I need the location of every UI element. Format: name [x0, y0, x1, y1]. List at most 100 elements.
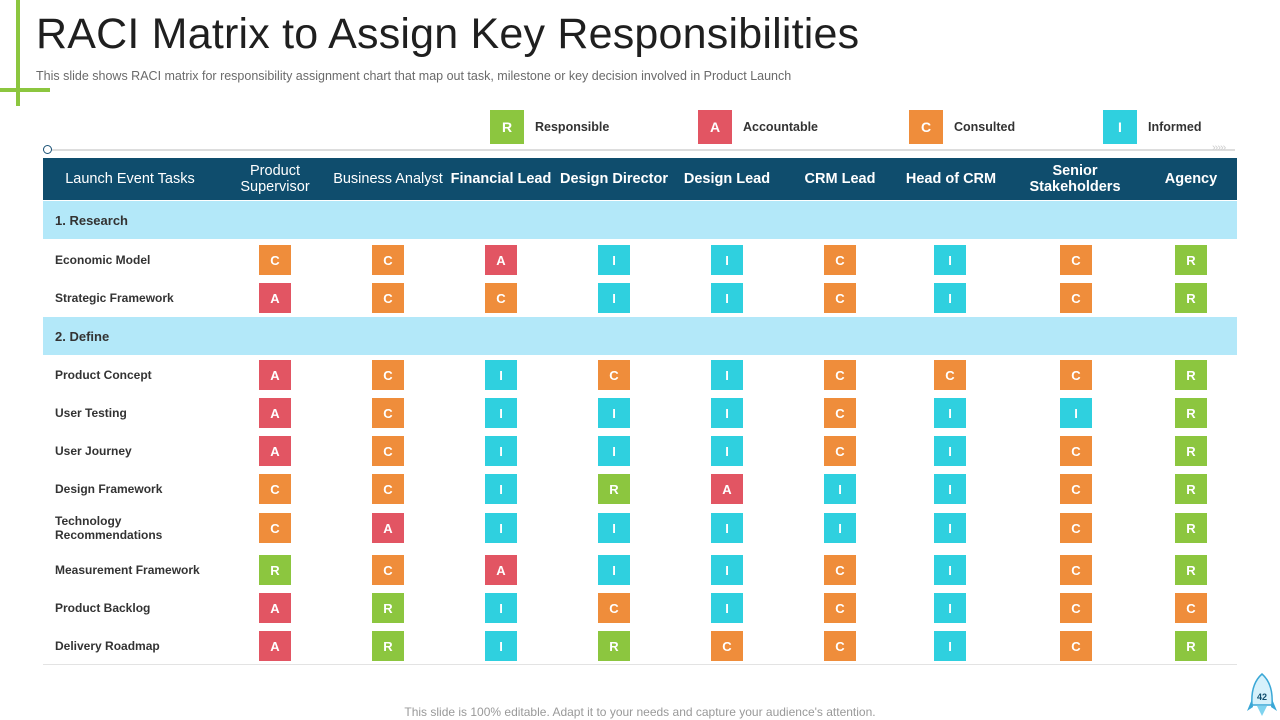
footer-note: This slide is 100% editable. Adapt it to… [404, 705, 876, 719]
raci-cell-user-journey-agency: R [1175, 436, 1207, 466]
accent-bar-vertical [16, 0, 20, 106]
raci-cell-technology-recommendations-business-analyst: A [372, 513, 404, 543]
raci-cell-strategic-framework-financial-lead: C [485, 283, 517, 313]
raci-cell-design-framework-agency: R [1175, 474, 1207, 504]
legend-item-informed: I Informed [1103, 110, 1201, 144]
raci-cell-product-concept-design-director: C [598, 360, 630, 390]
raci-cell-user-journey-design-lead: I [711, 436, 743, 466]
raci-cell-delivery-roadmap-design-lead: C [711, 631, 743, 661]
raci-cell-strategic-framework-senior-stakeholders: C [1060, 283, 1092, 313]
raci-cell-product-backlog-senior-stakeholders: C [1060, 593, 1092, 623]
header-design-lead: Design Lead [683, 171, 771, 187]
raci-cell-technology-recommendations-design-lead: I [711, 513, 743, 543]
header-business-analyst: Business Analyst [333, 171, 443, 187]
header-product-supervisor: Product Supervisor [240, 163, 310, 195]
legend-swatch-consulted: C [909, 110, 943, 144]
raci-cell-measurement-framework-crm-lead: C [824, 555, 856, 585]
task-label-economic-model: Economic Model [55, 253, 151, 267]
table-bottom-line [43, 664, 1237, 665]
raci-cell-user-journey-business-analyst: C [372, 436, 404, 466]
raci-cell-measurement-framework-senior-stakeholders: C [1060, 555, 1092, 585]
legend-label-consulted: Consulted [954, 120, 1016, 134]
raci-cell-economic-model-design-lead: I [711, 245, 743, 275]
raci-cell-design-framework-head-of-crm: I [934, 474, 966, 504]
raci-cell-user-testing-senior-stakeholders: I [1060, 398, 1092, 428]
raci-cell-technology-recommendations-senior-stakeholders: C [1060, 513, 1092, 543]
raci-cell-product-concept-financial-lead: I [485, 360, 517, 390]
task-label-strategic-framework: Strategic Framework [55, 291, 174, 305]
header-agency: Agency [1164, 171, 1218, 187]
raci-cell-user-journey-product-supervisor: A [259, 436, 291, 466]
header-crm-lead: CRM Lead [804, 171, 876, 187]
task-label-product-backlog: Product Backlog [55, 601, 151, 615]
header-launch-event-tasks: Launch Event Tasks [65, 171, 195, 187]
raci-cell-delivery-roadmap-senior-stakeholders: C [1060, 631, 1092, 661]
raci-cell-product-backlog-agency: C [1175, 593, 1207, 623]
legend-label-responsible: Responsible [535, 120, 610, 134]
raci-cell-technology-recommendations-design-director: I [598, 513, 630, 543]
header-financial-lead: Financial Lead [450, 171, 552, 187]
raci-cell-technology-recommendations-agency: R [1175, 513, 1207, 543]
raci-cell-strategic-framework-crm-lead: C [824, 283, 856, 313]
raci-cell-delivery-roadmap-crm-lead: C [824, 631, 856, 661]
raci-cell-design-framework-design-director: R [598, 474, 630, 504]
raci-cell-economic-model-financial-lead: A [485, 245, 517, 275]
raci-cell-user-testing-head-of-crm: I [934, 398, 966, 428]
raci-cell-measurement-framework-business-analyst: C [372, 555, 404, 585]
raci-cell-economic-model-crm-lead: C [824, 245, 856, 275]
task-label-measurement-framework: Measurement Framework [55, 563, 200, 577]
task-label-product-concept: Product Concept [55, 368, 152, 382]
raci-cell-design-framework-business-analyst: C [372, 474, 404, 504]
raci-cell-economic-model-senior-stakeholders: C [1060, 245, 1092, 275]
header-head-of-crm: Head of CRM [905, 171, 997, 187]
raci-cell-product-backlog-financial-lead: I [485, 593, 517, 623]
task-label-design-framework: Design Framework [55, 482, 163, 496]
raci-cell-economic-model-business-analyst: C [372, 245, 404, 275]
legend-swatch-accountable: A [698, 110, 732, 144]
legend-item-responsible: R Responsible [490, 110, 609, 144]
raci-cell-product-backlog-head-of-crm: I [934, 593, 966, 623]
timeline-start-dot [43, 145, 52, 154]
raci-cell-product-backlog-product-supervisor: A [259, 593, 291, 623]
raci-cell-product-concept-agency: R [1175, 360, 1207, 390]
task-label-delivery-roadmap: Delivery Roadmap [55, 639, 160, 653]
raci-cell-user-journey-senior-stakeholders: C [1060, 436, 1092, 466]
raci-cell-product-concept-product-supervisor: A [259, 360, 291, 390]
raci-cell-technology-recommendations-product-supervisor: C [259, 513, 291, 543]
raci-cell-strategic-framework-product-supervisor: A [259, 283, 291, 313]
raci-cell-delivery-roadmap-business-analyst: R [372, 631, 404, 661]
raci-cell-design-framework-financial-lead: I [485, 474, 517, 504]
raci-cell-measurement-framework-agency: R [1175, 555, 1207, 585]
raci-cell-product-backlog-design-director: C [598, 593, 630, 623]
raci-cell-economic-model-agency: R [1175, 245, 1207, 275]
raci-cell-strategic-framework-head-of-crm: I [934, 283, 966, 313]
raci-cell-technology-recommendations-crm-lead: I [824, 513, 856, 543]
task-label-technology-recommendations: Technology Recommendations [55, 514, 163, 542]
task-label-user-journey: User Journey [55, 444, 132, 458]
raci-cell-design-framework-design-lead: A [711, 474, 743, 504]
legend-swatch-informed: I [1103, 110, 1137, 144]
raci-cell-technology-recommendations-financial-lead: I [485, 513, 517, 543]
raci-cell-measurement-framework-head-of-crm: I [934, 555, 966, 585]
raci-cell-delivery-roadmap-design-director: R [598, 631, 630, 661]
raci-cell-economic-model-product-supervisor: C [259, 245, 291, 275]
raci-cell-product-concept-head-of-crm: C [934, 360, 966, 390]
raci-cell-design-framework-senior-stakeholders: C [1060, 474, 1092, 504]
header-senior-stakeholders: Senior Stakeholders [1029, 163, 1121, 195]
raci-cell-economic-model-design-director: I [598, 245, 630, 275]
raci-cell-user-testing-product-supervisor: A [259, 398, 291, 428]
raci-cell-strategic-framework-business-analyst: C [372, 283, 404, 313]
legend-label-accountable: Accountable [743, 120, 819, 134]
raci-cell-delivery-roadmap-product-supervisor: A [259, 631, 291, 661]
raci-cell-product-backlog-design-lead: I [711, 593, 743, 623]
legend-swatch-responsible: R [490, 110, 524, 144]
raci-cell-measurement-framework-product-supervisor: R [259, 555, 291, 585]
table-header-row: Launch Event Tasks Product Supervisor Bu… [43, 158, 1237, 200]
raci-cell-user-journey-crm-lead: C [824, 436, 856, 466]
raci-cell-strategic-framework-agency: R [1175, 283, 1207, 313]
raci-cell-user-journey-design-director: I [598, 436, 630, 466]
header-design-director: Design Director [560, 171, 668, 187]
raci-cell-product-backlog-crm-lead: C [824, 593, 856, 623]
raci-cell-measurement-framework-design-director: I [598, 555, 630, 585]
raci-cell-product-concept-business-analyst: C [372, 360, 404, 390]
